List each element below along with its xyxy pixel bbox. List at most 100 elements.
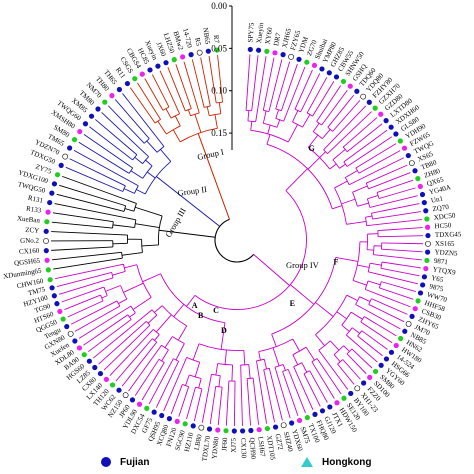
branch-segment <box>312 80 335 117</box>
branch-segment <box>147 314 158 324</box>
branch-segment <box>358 150 401 174</box>
leaf-label: YTQX9 <box>432 265 456 276</box>
branch-segment <box>256 360 268 424</box>
clade-arc <box>311 358 318 363</box>
leaf-label: 9871 <box>433 257 448 267</box>
branch-segment <box>321 89 348 126</box>
leaf-marker-green <box>44 219 50 225</box>
group-stem <box>156 176 221 227</box>
tree-branches <box>50 54 423 426</box>
leaf-marker-fujian <box>97 370 104 377</box>
clade-arc <box>160 273 226 324</box>
leaf-marker-fujian <box>333 74 340 80</box>
branch-segment <box>200 57 211 107</box>
branch-segment <box>174 115 181 127</box>
branch-segment <box>360 321 393 344</box>
leaf-marker-fujian <box>417 290 424 296</box>
leaf-marker-green <box>264 48 270 54</box>
leaf-marker-green <box>340 78 347 85</box>
leaf-marker-green <box>132 76 138 82</box>
branch-segment <box>258 351 261 361</box>
leaf-label: 9875 <box>429 282 445 293</box>
branch-segment <box>135 223 160 228</box>
branch-segment <box>282 364 286 371</box>
leaf-marker-guangdong <box>139 71 145 77</box>
leaf-label: XDC50 <box>433 211 456 221</box>
branch-segment <box>348 157 405 186</box>
branch-segment <box>381 242 423 245</box>
branch-segment <box>124 264 137 269</box>
branch-segment <box>363 316 397 337</box>
leaf-marker-fujian <box>72 338 78 344</box>
branch-segment <box>332 149 346 161</box>
group-label-g2: Group II <box>177 184 208 198</box>
branch-segment <box>346 136 392 167</box>
clade-node-labels: ABC D E F G <box>192 144 339 335</box>
branch-segment <box>73 149 139 187</box>
branch-segment <box>292 338 300 352</box>
branch-segment <box>101 295 108 299</box>
branch-segment <box>51 221 113 229</box>
branch-segment <box>255 56 267 122</box>
leaf-marker-fujian <box>163 60 169 66</box>
branch-segment <box>368 271 418 285</box>
branch-segment <box>355 304 401 330</box>
leaf-marker-fujian <box>54 301 60 307</box>
clade-arc <box>204 105 211 108</box>
branch-segment <box>206 106 210 116</box>
leaf-label: XY60 <box>264 26 275 45</box>
branch-segment <box>225 380 230 426</box>
branch-segment <box>87 319 132 353</box>
leaf-label: QCH90 <box>248 437 258 460</box>
legend-item-fujian: Fujian <box>100 454 149 470</box>
leaf-marker-guangdong <box>412 306 418 312</box>
branch-segment <box>318 350 349 390</box>
branch-segment <box>101 112 149 158</box>
clade-arc <box>274 364 284 368</box>
branch-segment <box>367 249 374 251</box>
leaf-marker-green <box>341 395 347 401</box>
leaf-marker-fujian <box>425 232 431 239</box>
leaf-marker-guangdong <box>180 54 186 60</box>
leaf-marker-white <box>196 49 203 56</box>
branch-segment <box>283 66 306 122</box>
leaf-marker-white <box>198 424 205 431</box>
leaf-marker-fujian <box>159 412 165 419</box>
branch-segment <box>268 368 283 421</box>
clade-arc <box>161 344 169 351</box>
leaf-marker-fujian <box>383 118 389 124</box>
branch-segment <box>167 67 186 112</box>
leaf-marker-fujian <box>116 86 123 93</box>
leaf-marker-white <box>405 321 412 327</box>
branch-segment <box>377 227 423 232</box>
branch-segment <box>352 185 368 193</box>
branch-segment <box>146 140 158 153</box>
branch-segment <box>342 359 361 380</box>
branch-segment <box>208 56 217 104</box>
branch-segment <box>309 370 328 403</box>
branch-segment <box>192 343 200 361</box>
leaf-marker-fujian <box>190 423 196 429</box>
branch-segment <box>218 102 222 114</box>
branch-segment <box>164 336 173 348</box>
leaf-marker-guangdong <box>77 128 83 135</box>
leaf-marker-guangdong <box>417 183 423 190</box>
branch-segment <box>376 179 414 193</box>
clade-node-label: E <box>290 299 295 308</box>
group-label-g3: Group III <box>163 206 188 239</box>
branch-segment <box>319 151 326 158</box>
leaf-marker-fujian <box>388 349 395 355</box>
branch-segment <box>51 231 128 236</box>
leaf-marker-green <box>144 405 150 411</box>
leaf-marker-fujian <box>92 364 98 371</box>
leaf-label: GNo.2 <box>20 237 39 245</box>
leaf-label: TDXG45 <box>435 230 462 239</box>
clade-arc <box>332 159 340 169</box>
branch-segment <box>341 324 350 332</box>
branch-segment <box>54 263 124 280</box>
branch-segment <box>332 100 361 132</box>
branch-segment <box>367 280 381 286</box>
leaf-marker-guangdong <box>174 418 180 425</box>
branch-segment <box>186 387 196 420</box>
branch-segment <box>134 156 143 165</box>
